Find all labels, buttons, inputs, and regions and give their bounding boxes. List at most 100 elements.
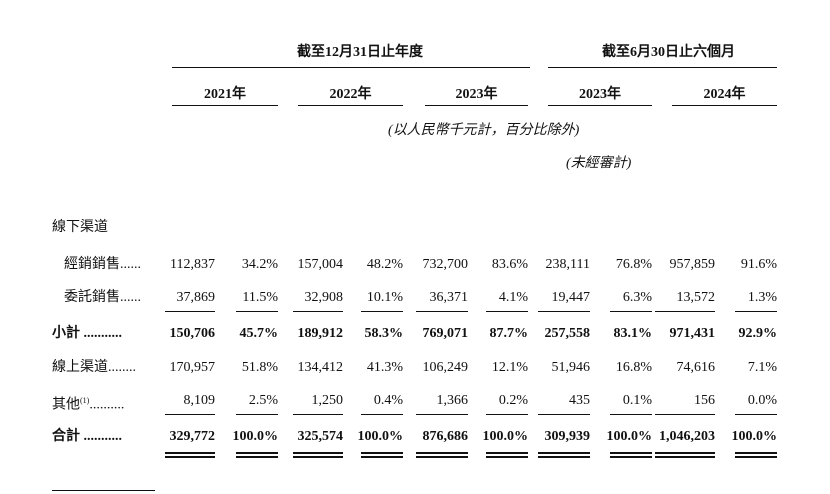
rule — [610, 414, 652, 415]
cell: 189,912 — [297, 326, 344, 341]
footnote-rule — [52, 490, 155, 491]
year-header: 2024年 — [703, 87, 746, 102]
row-label: 合計 ........... — [52, 428, 122, 446]
footnote-ref: (1) — [80, 396, 90, 405]
rule — [416, 452, 468, 454]
cell: 32,908 — [304, 290, 344, 305]
rule — [236, 414, 278, 415]
label-text: 小計 ........... — [52, 326, 122, 341]
rule — [655, 456, 715, 458]
rule — [416, 311, 468, 312]
rule — [425, 105, 528, 106]
label-text: 線下渠道 — [52, 220, 108, 235]
rule — [236, 456, 278, 458]
cell: 957,859 — [669, 257, 716, 272]
row-label: 委託銷售...... — [64, 289, 141, 307]
cell: 100.0% — [482, 429, 529, 444]
label-text: 合計 ........... — [52, 429, 122, 444]
cell: 329,772 — [169, 429, 216, 444]
cell: 12.1% — [491, 360, 528, 375]
cell: 76.8% — [615, 257, 652, 272]
cell: 6.3% — [622, 290, 652, 305]
cell: 732,700 — [422, 257, 469, 272]
row-label: 線上渠道........ — [52, 359, 136, 377]
rule — [293, 456, 343, 458]
cell: 91.6% — [740, 257, 777, 272]
rule — [655, 452, 715, 454]
cell: 0.4% — [373, 393, 403, 408]
rule — [416, 414, 468, 415]
rule — [236, 452, 278, 454]
cell: 100.0% — [606, 429, 653, 444]
rule — [672, 105, 777, 106]
cell: 106,249 — [422, 360, 469, 375]
rule — [165, 452, 215, 454]
cell: 2.5% — [248, 393, 278, 408]
rule — [361, 311, 403, 312]
row-label: 小計 ........... — [52, 325, 122, 343]
rule — [361, 452, 403, 454]
cell: 83.1% — [613, 326, 653, 341]
cell: 58.3% — [364, 326, 404, 341]
label-text: 線上渠道........ — [52, 360, 136, 375]
label-text: 經銷銷售...... — [64, 257, 141, 272]
cell: 238,111 — [545, 257, 590, 272]
cell: 4.1% — [498, 290, 528, 305]
cell: 10.1% — [366, 290, 403, 305]
rule — [486, 456, 528, 458]
rule — [735, 452, 777, 454]
cell: 769,071 — [422, 326, 469, 341]
cell: 100.0% — [731, 429, 778, 444]
rule — [486, 414, 528, 415]
audit-note: (未經審計) — [566, 156, 632, 171]
rule — [548, 105, 652, 106]
cell: 7.1% — [747, 360, 777, 375]
cell: 41.3% — [366, 360, 403, 375]
rule — [538, 311, 590, 312]
rule — [361, 414, 403, 415]
cell: 1,046,203 — [659, 429, 715, 444]
cell: 100.0% — [357, 429, 404, 444]
cell: 100.0% — [232, 429, 279, 444]
cell: 309,939 — [544, 429, 591, 444]
rule — [165, 311, 215, 312]
cell: 74,616 — [676, 360, 716, 375]
rule — [548, 67, 777, 68]
rule — [293, 452, 343, 454]
cell: 0.0% — [747, 393, 777, 408]
leader: .......... — [89, 397, 125, 413]
cell: 1,250 — [311, 393, 344, 408]
rule — [655, 414, 715, 415]
cell: 0.1% — [622, 393, 652, 408]
year-header: 2023年 — [455, 87, 498, 102]
cell: 0.2% — [498, 393, 528, 408]
rule — [735, 414, 777, 415]
rule — [361, 456, 403, 458]
rule — [610, 452, 652, 454]
cell: 1.3% — [747, 290, 777, 305]
rule — [236, 311, 278, 312]
cell: 34.2% — [241, 257, 278, 272]
rule — [293, 311, 343, 312]
rule — [538, 452, 590, 454]
cell: 112,837 — [170, 257, 215, 272]
rule — [486, 452, 528, 454]
rule — [298, 105, 403, 106]
row-label: 經銷銷售...... — [64, 256, 141, 274]
row-label: 線下渠道 — [52, 219, 108, 237]
rule — [735, 456, 777, 458]
rule — [165, 414, 215, 415]
cell: 45.7% — [239, 326, 279, 341]
cell: 16.8% — [615, 360, 652, 375]
cell: 1,366 — [436, 393, 469, 408]
rule — [293, 414, 343, 415]
cell: 92.9% — [738, 326, 778, 341]
cell: 257,558 — [544, 326, 591, 341]
cell: 37,869 — [176, 290, 216, 305]
rule — [610, 456, 652, 458]
group-header: 截至12月31日止年度 — [297, 45, 423, 60]
cell: 150,706 — [169, 326, 216, 341]
cell: 36,371 — [429, 290, 469, 305]
cell: 13,572 — [676, 290, 716, 305]
row-label: 其他(1).......... — [52, 392, 124, 415]
